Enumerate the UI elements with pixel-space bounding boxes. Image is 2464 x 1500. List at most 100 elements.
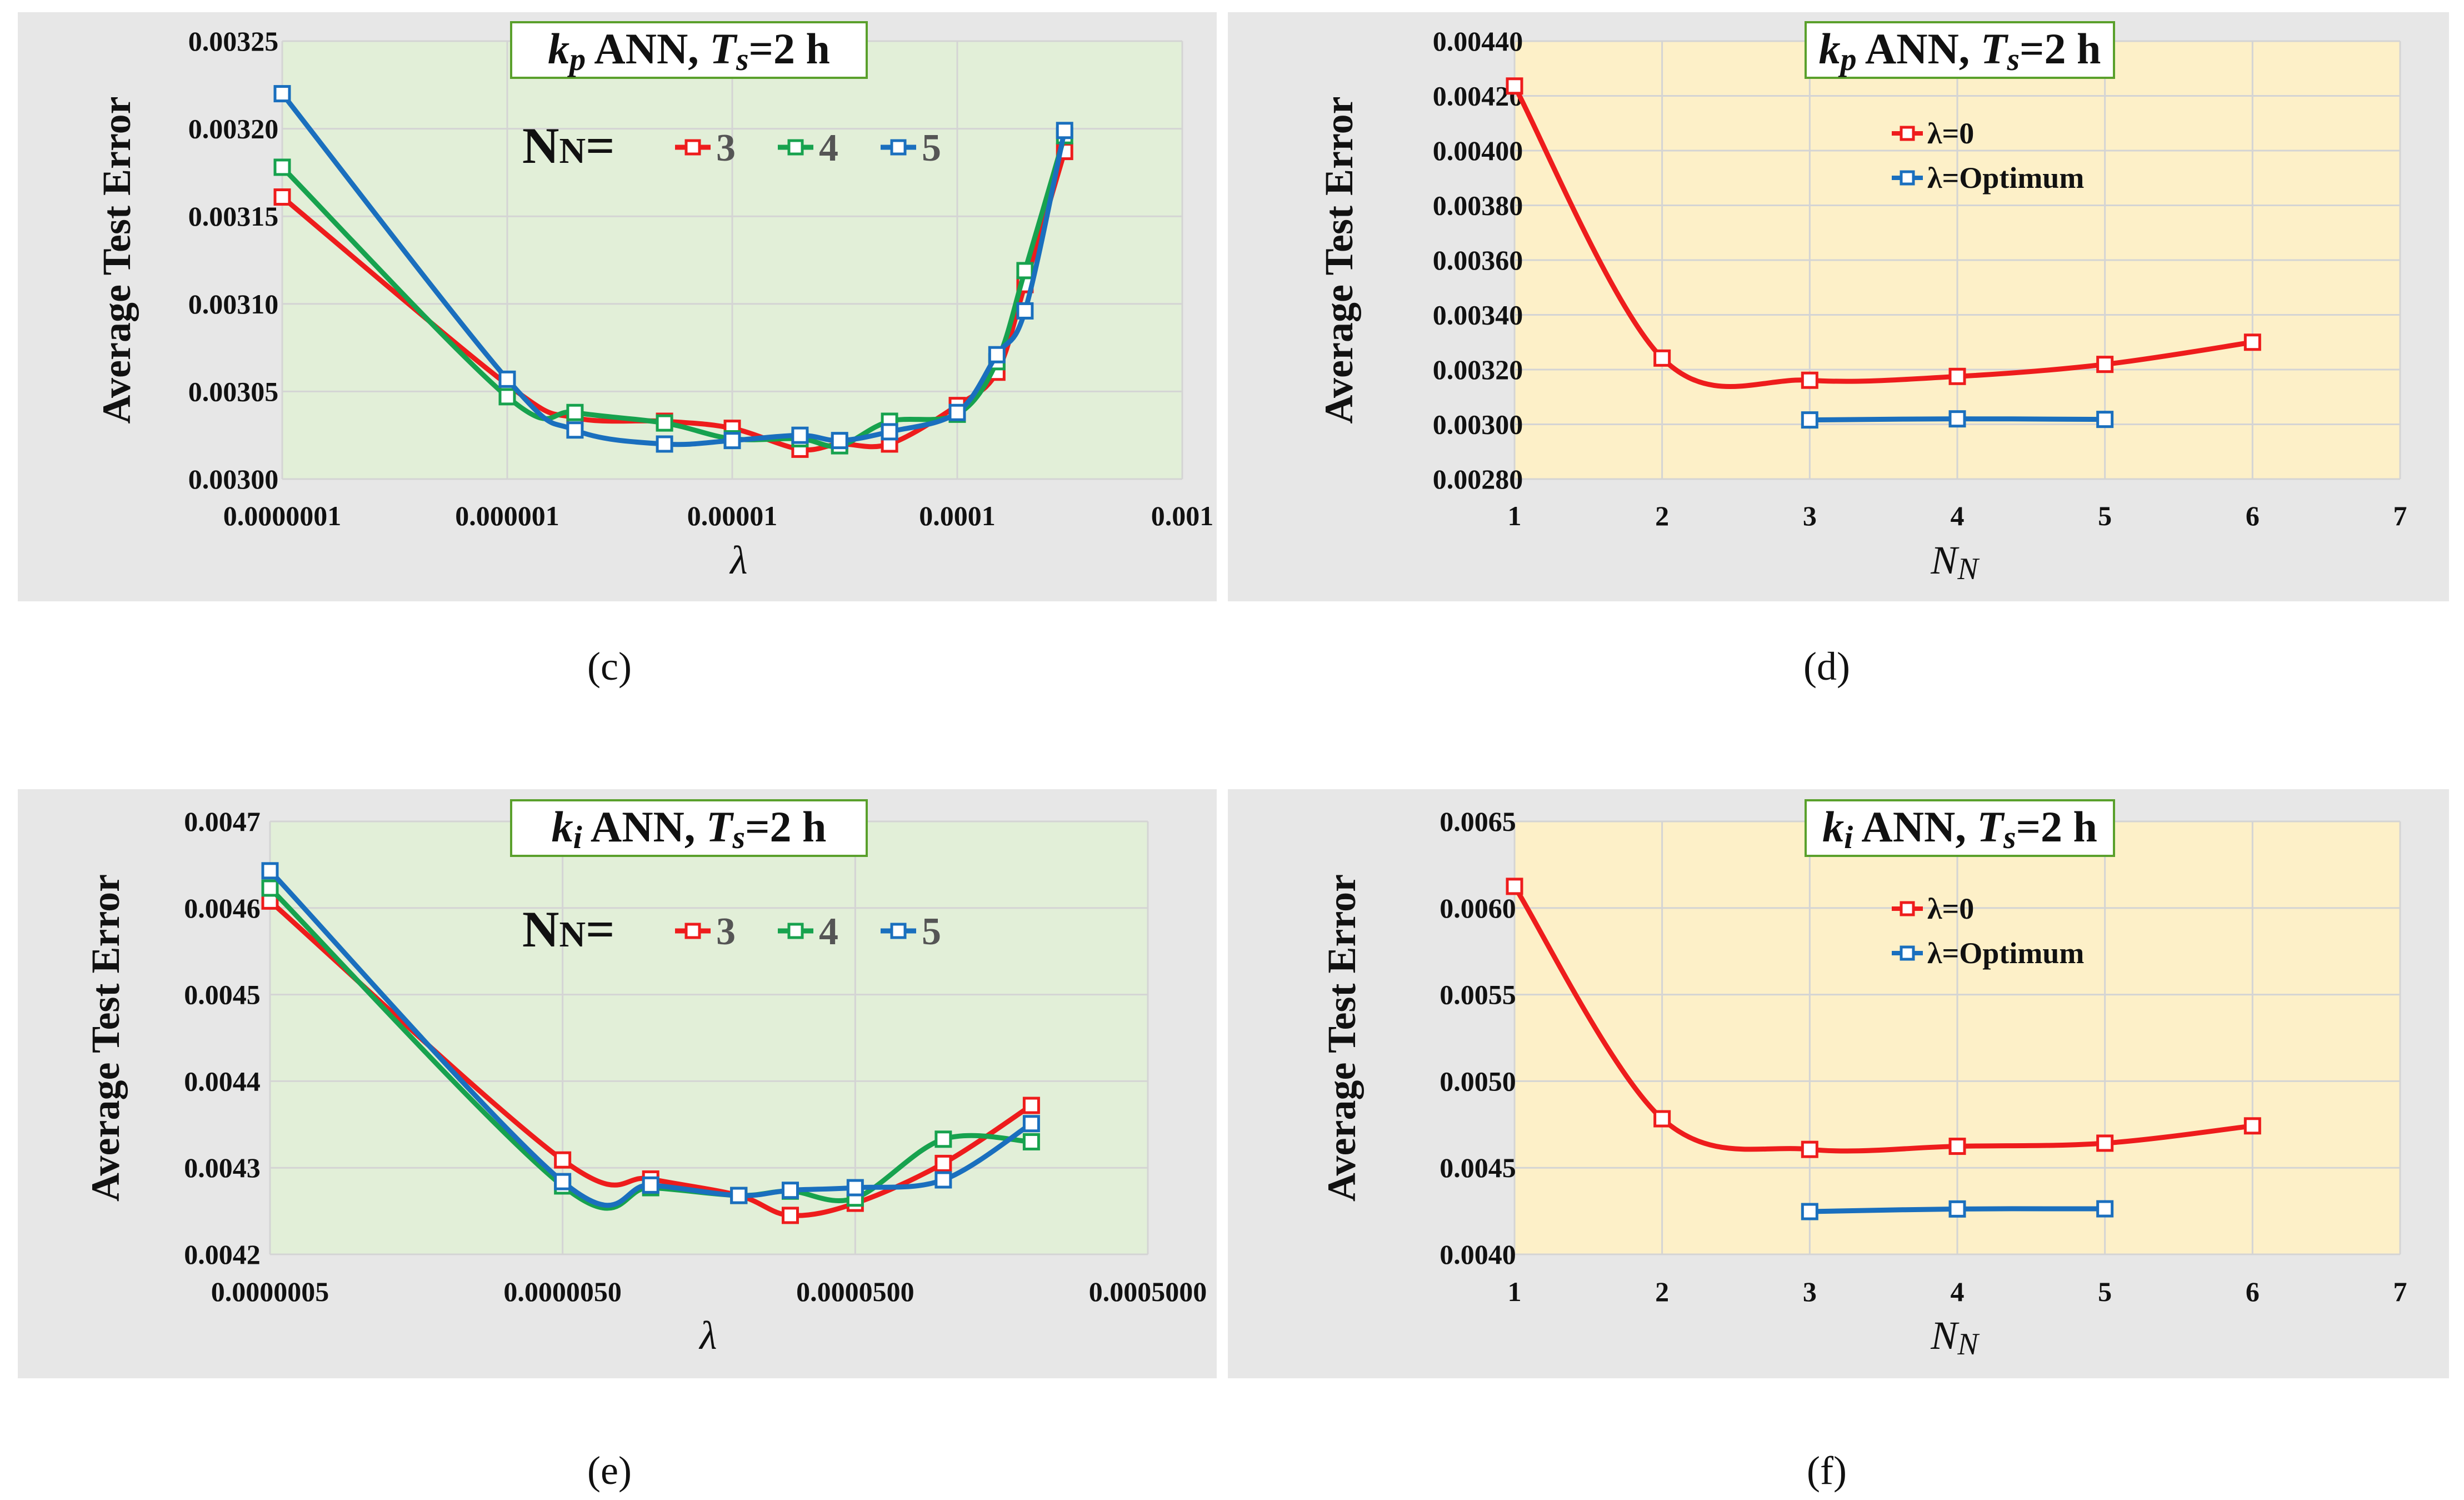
y-tick-label: 0.00340 xyxy=(1433,300,1523,331)
x-tick-label: 7 xyxy=(2393,500,2407,531)
legend-label: 4 xyxy=(819,127,838,170)
x-tick-label: 1 xyxy=(1508,500,1522,531)
x-tick-label: 7 xyxy=(2393,1276,2407,1307)
data-point xyxy=(1948,1138,1966,1155)
y-tick-label: 0.0042 xyxy=(184,1239,261,1270)
data-point xyxy=(781,1182,799,1199)
legend-swatch-marker xyxy=(684,139,701,156)
data-point xyxy=(1653,1110,1671,1128)
data-point xyxy=(988,346,1006,363)
chart-title-box xyxy=(1805,21,2115,79)
data-point xyxy=(273,158,291,176)
data-point xyxy=(1016,302,1034,320)
data-point xyxy=(934,1171,952,1189)
data-point xyxy=(1022,1115,1040,1133)
x-tick-label: 0.00001 xyxy=(687,500,778,531)
legend-swatch-marker xyxy=(1900,901,1915,916)
data-point xyxy=(656,435,673,453)
panel-f: 0.0040 0.0045 0.0050 0.0055 0.0060 0.0065 1 2 3 4… xyxy=(1228,789,2449,1378)
data-point xyxy=(2096,1134,2114,1152)
y-tick-label: 0.0045 xyxy=(1440,1152,1516,1183)
data-point xyxy=(1056,122,1073,139)
caption-f: (f) xyxy=(1807,1448,1847,1493)
chart-e: 0.0042 0.0043 0.0044 0.0045 0.0046 0.0047 0.00… xyxy=(83,799,1207,1358)
y-tick-label: 0.00440 xyxy=(1433,26,1523,57)
x-axis-label: NN xyxy=(1930,1313,1980,1362)
x-tick-label: 5 xyxy=(2098,500,2112,531)
x-tick-label: 1 xyxy=(1508,1276,1522,1307)
chart-title-box xyxy=(510,21,868,79)
data-point xyxy=(1801,371,1818,389)
data-point xyxy=(1801,411,1818,429)
y-tick-label: 0.00310 xyxy=(188,288,279,320)
plot-area xyxy=(270,821,1148,1254)
legend-swatch-marker xyxy=(787,139,804,156)
y-tick-label: 0.0055 xyxy=(1440,979,1516,1010)
chart-d: 0.00280 0.00300 0.00320 0.00340 0.00360 0.003… xyxy=(1317,21,2407,586)
y-tick-label: 0.0045 xyxy=(184,979,261,1010)
data-point xyxy=(2096,356,2114,373)
legend-label: 3 xyxy=(716,127,736,170)
data-point xyxy=(730,1187,748,1204)
x-tick-label: 4 xyxy=(1951,500,1965,531)
x-tick-label: 2 xyxy=(1655,1276,1669,1307)
x-tick-label: 4 xyxy=(1951,1276,1965,1307)
y-tick-label: 0.0050 xyxy=(1440,1065,1516,1097)
data-point xyxy=(2243,1117,2261,1135)
y-tick-label: 0.00320 xyxy=(188,113,279,144)
y-tick-label: 0.00360 xyxy=(1433,245,1523,276)
y-tick-label: 0.0065 xyxy=(1440,806,1516,837)
y-tick-label: 0.0060 xyxy=(1440,893,1516,924)
panel-c: 0.00300 0.00305 0.00310 0.00315 0.00320 0.003… xyxy=(18,12,1217,601)
data-point xyxy=(1506,878,1523,895)
panel-d: 0.00280 0.00300 0.00320 0.00340 0.00360 0.003… xyxy=(1228,12,2449,601)
data-point xyxy=(273,85,291,103)
data-point xyxy=(934,1130,952,1148)
legend-label: λ=Optimum xyxy=(1927,936,2084,970)
legend-label: 5 xyxy=(922,127,941,170)
x-axis-label: λ xyxy=(698,1313,717,1358)
y-axis-label: Average Test Error xyxy=(83,874,128,1202)
data-point xyxy=(1022,1097,1040,1114)
data-point xyxy=(2096,1200,2114,1218)
data-point xyxy=(642,1176,659,1194)
legend-label: λ=0 xyxy=(1927,892,1974,925)
x-tick-label: 5 xyxy=(2098,1276,2112,1307)
chart-title: ki ANN, Ts=2 h xyxy=(1822,803,2097,855)
y-tick-label: 0.0047 xyxy=(184,806,261,837)
data-point xyxy=(554,1173,572,1190)
data-point xyxy=(846,1179,864,1197)
data-point xyxy=(261,862,279,880)
x-tick-label: 3 xyxy=(1803,500,1817,531)
data-point xyxy=(948,403,966,421)
x-tick-label: 6 xyxy=(2246,1276,2260,1307)
y-tick-label: 0.00380 xyxy=(1433,190,1523,221)
data-point xyxy=(1948,1200,1966,1218)
data-point xyxy=(723,432,741,450)
y-axis-label: Average Test Error xyxy=(94,96,139,423)
y-tick-label: 0.00300 xyxy=(188,464,279,495)
data-point xyxy=(1506,77,1523,95)
y-tick-label: 0.00400 xyxy=(1433,135,1523,166)
legend-label: 4 xyxy=(819,910,838,953)
data-point xyxy=(934,1154,952,1172)
chart-title-box xyxy=(1805,799,2115,857)
x-tick-label: 2 xyxy=(1655,500,1669,531)
legend-swatch-marker xyxy=(1900,945,1915,961)
data-point xyxy=(554,1151,572,1169)
legend-prefix: NN= xyxy=(522,901,615,958)
x-tick-label: 0.0001 xyxy=(919,500,996,531)
legend-label: λ=Optimum xyxy=(1927,161,2084,195)
data-point xyxy=(1801,1203,1818,1220)
x-tick-label: 0.001 xyxy=(1151,500,1214,531)
data-point xyxy=(791,426,809,444)
series-line-5 xyxy=(267,868,1034,1208)
y-tick-label: 0.00325 xyxy=(188,26,279,57)
data-point xyxy=(261,879,279,897)
chart-title: ki ANN, Ts=2 h xyxy=(552,803,827,855)
chart-title: kp ANN, Ts=2 h xyxy=(1819,24,2101,77)
legend-label: λ=0 xyxy=(1927,117,1974,150)
legend-swatch-marker xyxy=(787,923,804,939)
x-tick-label: 3 xyxy=(1803,1276,1817,1307)
y-axis-label: Average Test Error xyxy=(1320,874,1364,1202)
